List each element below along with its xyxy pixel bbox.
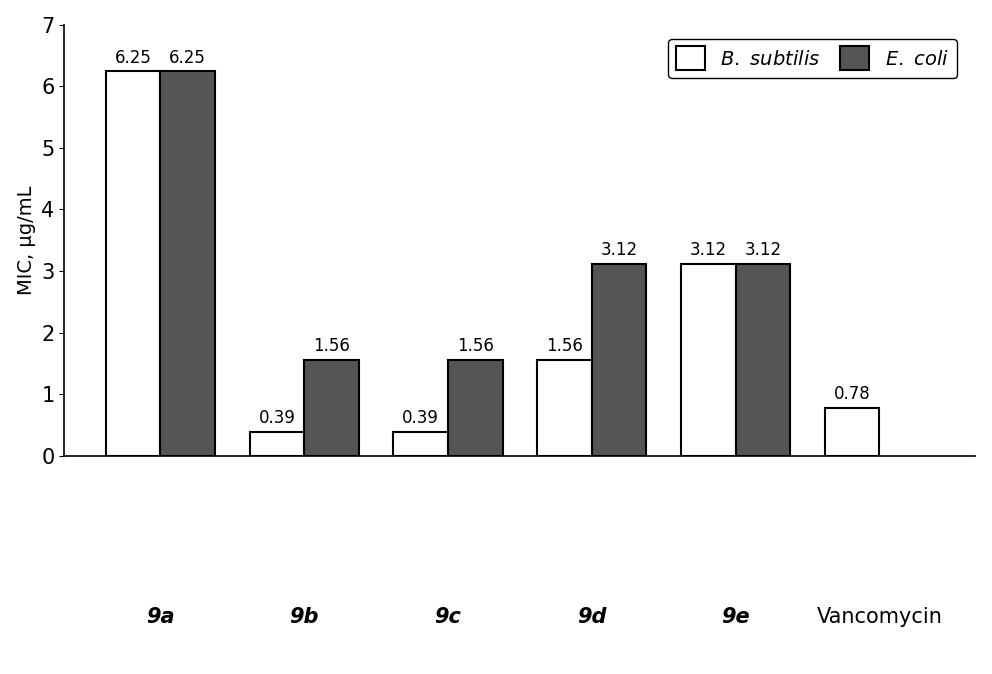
- Bar: [106, 71, 161, 456]
- Text: 0.78: 0.78: [833, 386, 870, 403]
- Bar: [161, 71, 215, 456]
- Text: 9d: 9d: [577, 607, 606, 627]
- Text: 0.39: 0.39: [402, 409, 439, 427]
- Text: 9a: 9a: [146, 607, 175, 627]
- Text: 1.56: 1.56: [546, 337, 583, 355]
- Bar: [824, 408, 879, 456]
- Bar: [681, 264, 735, 456]
- Bar: [591, 264, 647, 456]
- Text: 9b: 9b: [290, 607, 318, 627]
- Y-axis label: MIC, μg/mL: MIC, μg/mL: [17, 185, 36, 295]
- Bar: [250, 431, 305, 456]
- Bar: [735, 264, 791, 456]
- Bar: [393, 431, 448, 456]
- Text: Vancomycin: Vancomycin: [816, 607, 942, 627]
- Text: 3.12: 3.12: [744, 241, 782, 259]
- Text: 0.39: 0.39: [258, 409, 296, 427]
- Text: 9e: 9e: [721, 607, 750, 627]
- Text: 6.25: 6.25: [170, 49, 206, 67]
- Text: 9c: 9c: [434, 607, 461, 627]
- Bar: [448, 360, 503, 456]
- Text: 1.56: 1.56: [313, 337, 350, 355]
- Bar: [305, 360, 359, 456]
- Text: 1.56: 1.56: [456, 337, 494, 355]
- Bar: [537, 360, 591, 456]
- Text: 3.12: 3.12: [689, 241, 727, 259]
- Text: 6.25: 6.25: [115, 49, 152, 67]
- Legend: $\it{B.\ subtilis}$, $\it{E.\ coli}$: $\it{B.\ subtilis}$, $\it{E.\ coli}$: [668, 38, 956, 78]
- Text: 3.12: 3.12: [600, 241, 638, 259]
